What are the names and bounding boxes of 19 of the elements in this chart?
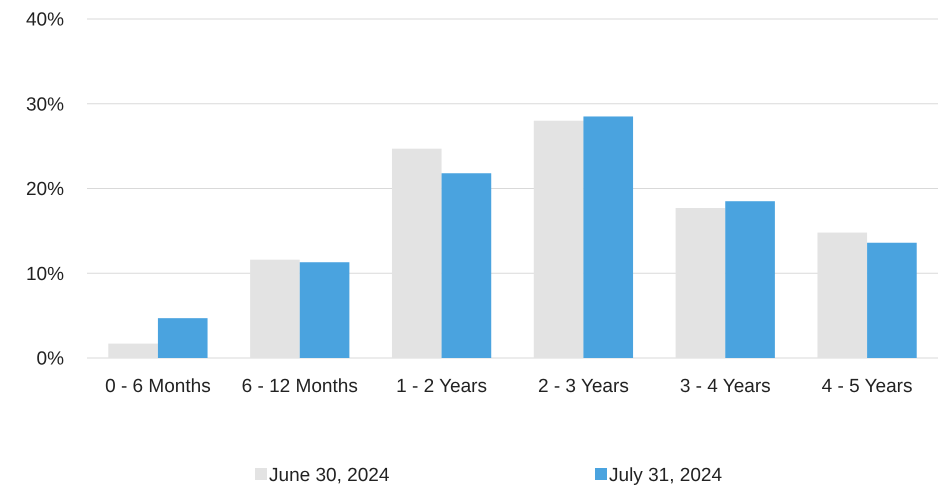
x-tick-label: 6 - 12 Months <box>242 376 358 397</box>
legend-label: July 31, 2024 <box>609 465 722 486</box>
x-tick-label: 3 - 4 Years <box>680 376 771 397</box>
y-tick-label: 30% <box>26 94 64 116</box>
bar <box>725 201 775 358</box>
bar <box>867 242 917 358</box>
x-tick-label: 2 - 3 Years <box>538 376 629 397</box>
y-tick-label: 0% <box>36 348 64 370</box>
y-tick-label: 20% <box>26 179 64 200</box>
x-tick-label: 4 - 5 Years <box>822 376 913 397</box>
bar <box>300 262 350 358</box>
x-tick-label: 1 - 2 Years <box>396 376 488 397</box>
bar <box>442 173 492 358</box>
y-tick-label: 40% <box>26 10 64 31</box>
y-tick-label: 10% <box>26 264 64 285</box>
bar <box>583 116 634 358</box>
x-tick-label: 0 - 6 Months <box>105 376 211 397</box>
bar <box>158 318 208 358</box>
legend-label: June 30, 2024 <box>269 465 390 486</box>
